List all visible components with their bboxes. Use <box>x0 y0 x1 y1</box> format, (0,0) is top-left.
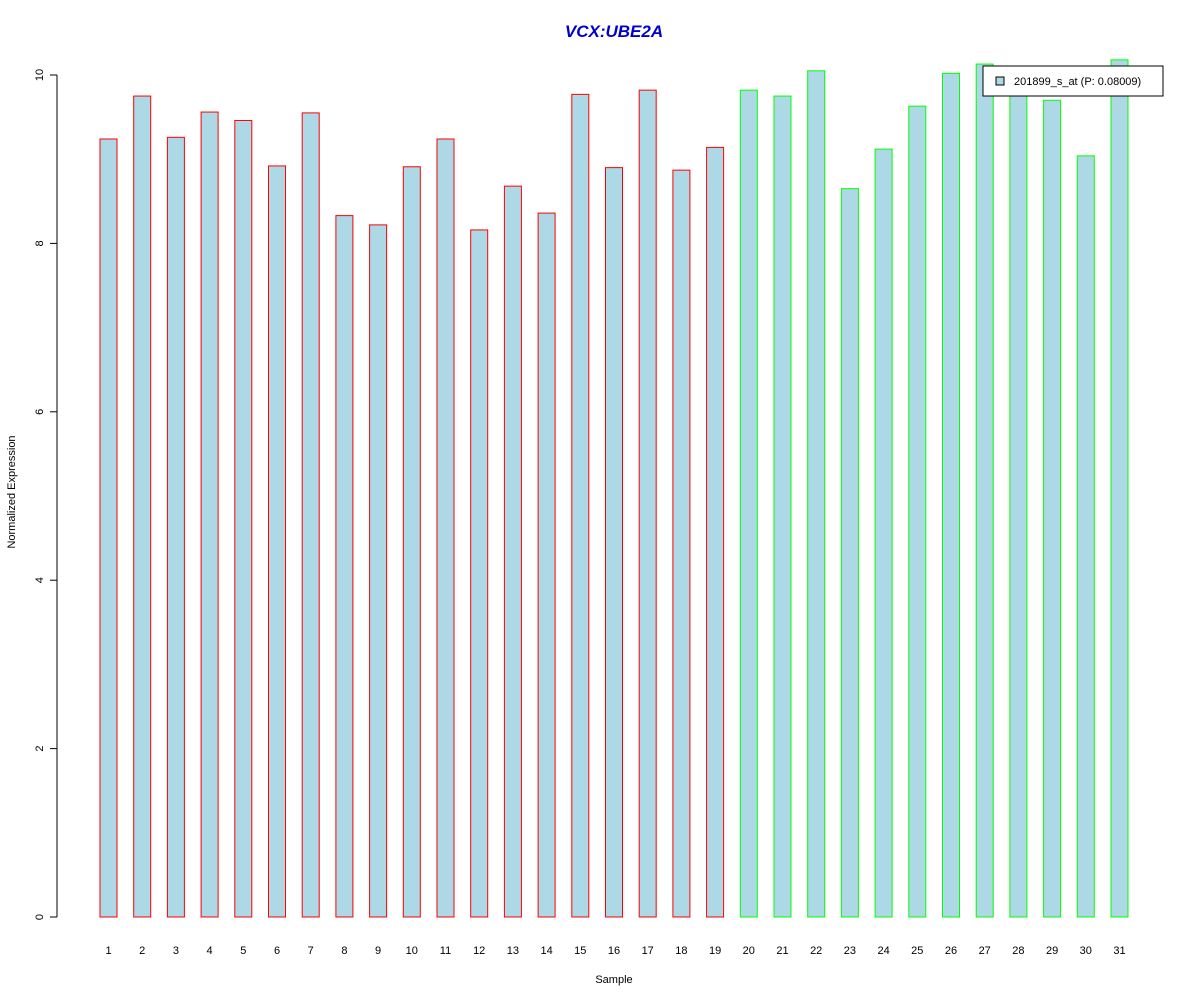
x-tick-label: 27 <box>979 945 991 957</box>
y-tick-label: 0 <box>34 914 46 920</box>
bar-sample-10 <box>402 166 421 918</box>
bar-sample-17 <box>638 89 657 918</box>
x-tick-label: 31 <box>1113 945 1125 957</box>
bar-sample-25 <box>908 105 927 918</box>
bar-sample-31 <box>1110 59 1129 918</box>
x-tick-label: 2 <box>139 945 145 957</box>
bar-sample-1 <box>99 138 118 918</box>
x-tick-label: 24 <box>877 945 889 957</box>
y-axis: 0 2 4 6 8 10 <box>34 69 58 920</box>
bar-sample-11 <box>436 138 455 918</box>
y-tick-label: 10 <box>34 69 46 81</box>
bar-sample-16 <box>605 167 623 918</box>
x-axis-label: Sample <box>595 974 632 986</box>
x-tick-label: 20 <box>743 945 755 957</box>
bar-sample-21 <box>773 95 792 918</box>
bar-sample-19 <box>706 146 725 918</box>
x-tick-label: 23 <box>844 945 856 957</box>
bar-sample-9 <box>369 224 388 918</box>
x-tick-label: 10 <box>406 945 418 957</box>
bar-sample-5 <box>234 119 253 918</box>
x-tick-label: 3 <box>173 945 179 957</box>
bar-sample-22 <box>807 70 826 918</box>
y-tick-label: 2 <box>34 746 46 752</box>
x-tick-label: 12 <box>473 945 485 957</box>
x-tick-label: 7 <box>308 945 314 957</box>
x-tick-label: 11 <box>440 945 451 957</box>
x-tick-label: 9 <box>375 945 381 957</box>
x-tick-label: 14 <box>540 945 552 957</box>
x-tick-label: 8 <box>341 945 347 957</box>
y-tick-label: 4 <box>34 577 46 583</box>
bars <box>99 59 1129 918</box>
x-tick-label: 15 <box>574 945 586 957</box>
x-tick-label: 29 <box>1046 945 1058 957</box>
bar-sample-26 <box>942 72 960 918</box>
y-tick-label: 6 <box>34 409 46 415</box>
x-tick-label: 17 <box>642 945 654 957</box>
legend-label: 201899_s_at (P: 0.08009) <box>1014 76 1141 88</box>
x-tick-label: 22 <box>810 945 822 957</box>
x-tick-label: 19 <box>709 945 721 957</box>
chart-title: VCX:UBE2A <box>565 22 663 41</box>
x-tick-label: 4 <box>207 945 213 957</box>
x-tick-label: 26 <box>945 945 957 957</box>
bar-sample-27 <box>975 63 994 918</box>
legend-box <box>982 65 1164 97</box>
x-tick-label: 13 <box>507 945 519 957</box>
bar-sample-3 <box>166 136 185 918</box>
bar-sample-2 <box>133 95 152 918</box>
bar-sample-29 <box>1043 99 1062 918</box>
x-tick-label: 1 <box>105 945 111 957</box>
bar-sample-24 <box>874 148 893 918</box>
bar-sample-4 <box>200 111 219 918</box>
bar-sample-18 <box>672 169 691 918</box>
y-axis-label: Normalized Expression <box>6 435 18 548</box>
x-tick-label: 6 <box>274 945 280 957</box>
bar-sample-13 <box>503 185 522 918</box>
bar-sample-14 <box>537 212 556 918</box>
bar-sample-6 <box>268 165 286 918</box>
x-tick-label: 28 <box>1012 945 1024 957</box>
bar-sample-30 <box>1076 155 1095 918</box>
bar-sample-12 <box>470 229 489 918</box>
bar-sample-8 <box>335 215 354 918</box>
x-tick-label: 25 <box>911 945 923 957</box>
x-tick-label: 18 <box>675 945 687 957</box>
x-tick-label: 21 <box>776 945 788 957</box>
legend: 201899_s_at (P: 0.08009) <box>982 65 1164 97</box>
bar-sample-28 <box>1009 89 1028 918</box>
legend-swatch <box>995 76 1005 86</box>
x-tick-label: 5 <box>240 945 246 957</box>
x-tick-label: 16 <box>608 945 620 957</box>
x-tick-label: 30 <box>1080 945 1092 957</box>
bar-sample-15 <box>571 93 590 918</box>
bar-sample-23 <box>840 188 859 918</box>
x-tick-labels: 1 2 3 4 5 6 7 8 9 10 11 12 13 14 15 16 17 18 19 20 21 22 23 24 2… <box>105 945 1125 957</box>
y-tick-label: 8 <box>34 240 46 246</box>
bar-sample-20 <box>739 89 758 918</box>
bar-sample-7 <box>301 112 320 918</box>
